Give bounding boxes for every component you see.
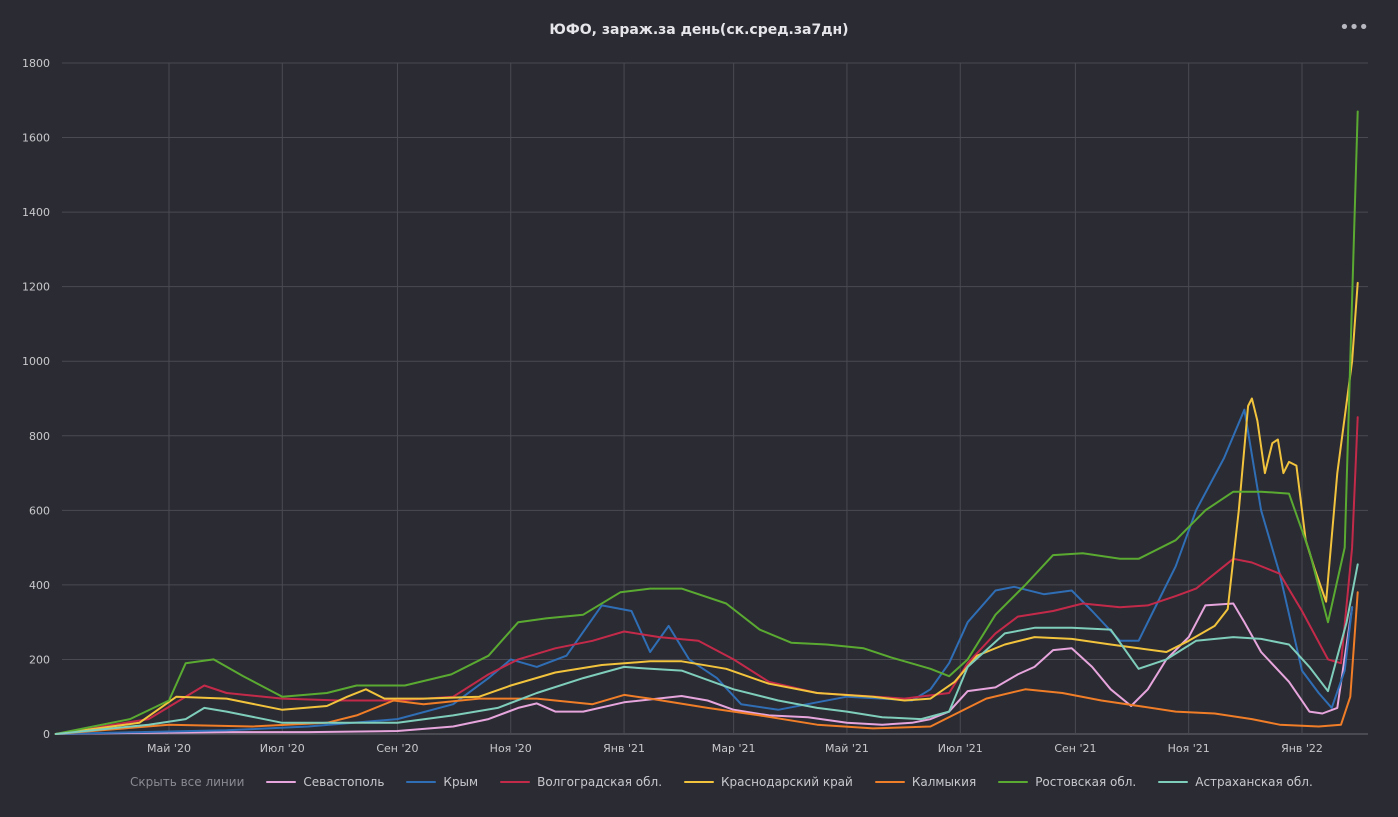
series-lines — [54, 110, 1359, 735]
legend-label: Крым — [443, 775, 479, 789]
legend-label: Краснодарский край — [721, 775, 853, 789]
x-tick-label: Июл '20 — [260, 742, 305, 755]
legend-label: Волгоградская обл. — [537, 775, 663, 789]
legend: Скрыть все линии Севастополь Крым Волгогра… — [130, 774, 1313, 790]
chart-title: ЮФО, зараж.за день(ск.сред.за7дн) — [549, 22, 849, 38]
legend-item[interactable]: Волгоградская обл. — [500, 775, 662, 789]
y-axis: 0 200 400 600 800 1000 1200 1400 1600 1800 — [22, 57, 50, 741]
legend-swatch — [998, 781, 1029, 783]
hide-all-lines-button[interactable]: Скрыть все линии — [130, 775, 245, 789]
series-line-3[interactable] — [54, 281, 1359, 735]
y-tick-label: 1800 — [22, 57, 50, 70]
x-tick-label: Мар '21 — [712, 742, 756, 755]
series-line-2[interactable] — [54, 416, 1359, 735]
legend-swatch — [1158, 781, 1189, 783]
legend-item[interactable]: Астраханская обл. — [1158, 775, 1313, 789]
legend-swatch — [500, 781, 531, 783]
legend-label: Калмыкия — [911, 775, 977, 789]
series-line-4[interactable] — [54, 591, 1359, 735]
series-line-6[interactable] — [54, 563, 1359, 735]
y-tick-label: 200 — [29, 653, 50, 666]
x-tick-label: Янв '21 — [603, 742, 645, 755]
x-tick-label: Май '20 — [147, 742, 191, 755]
x-tick-label: Сен '20 — [376, 742, 418, 755]
y-tick-label: 800 — [29, 430, 50, 443]
x-tick-label: Ноя '20 — [490, 742, 532, 755]
legend-swatch — [266, 781, 297, 783]
legend-item[interactable]: Севастополь — [266, 775, 384, 789]
series-line-5[interactable] — [54, 110, 1359, 735]
y-tick-label: 1400 — [22, 206, 50, 219]
y-tick-label: 1600 — [22, 132, 50, 145]
more-horizontal-icon[interactable]: ••• — [1339, 17, 1369, 38]
y-tick-label: 1200 — [22, 281, 50, 294]
legend-item[interactable]: Калмыкия — [874, 775, 977, 789]
y-tick-label: 1000 — [22, 355, 50, 368]
x-tick-label: Янв '22 — [1281, 742, 1323, 755]
x-tick-label: Июл '21 — [938, 742, 983, 755]
x-tick-label: Сен '21 — [1054, 742, 1096, 755]
grid — [62, 62, 1368, 735]
legend-label: Астраханская обл. — [1195, 775, 1313, 789]
x-tick-label: Май '21 — [825, 742, 869, 755]
x-tick-label: Ноя '21 — [1168, 742, 1210, 755]
legend-swatch — [406, 781, 437, 783]
legend-swatch — [874, 781, 905, 783]
legend-item[interactable]: Крым — [406, 775, 478, 789]
y-tick-label: 600 — [29, 504, 50, 517]
x-axis: Май '20 Июл '20 Сен '20 Ноя '20 Янв '21 Мар '… — [147, 742, 1323, 755]
y-tick-label: 0 — [43, 728, 50, 741]
legend-label: Ростовская обл. — [1035, 775, 1137, 789]
y-tick-label: 400 — [29, 579, 50, 592]
series-line-1[interactable] — [54, 408, 1354, 735]
legend-item[interactable]: Краснодарский край — [684, 775, 853, 789]
legend-item[interactable]: Ростовская обл. — [998, 775, 1136, 789]
legend-label: Севастополь — [303, 775, 385, 789]
legend-swatch — [684, 781, 715, 783]
